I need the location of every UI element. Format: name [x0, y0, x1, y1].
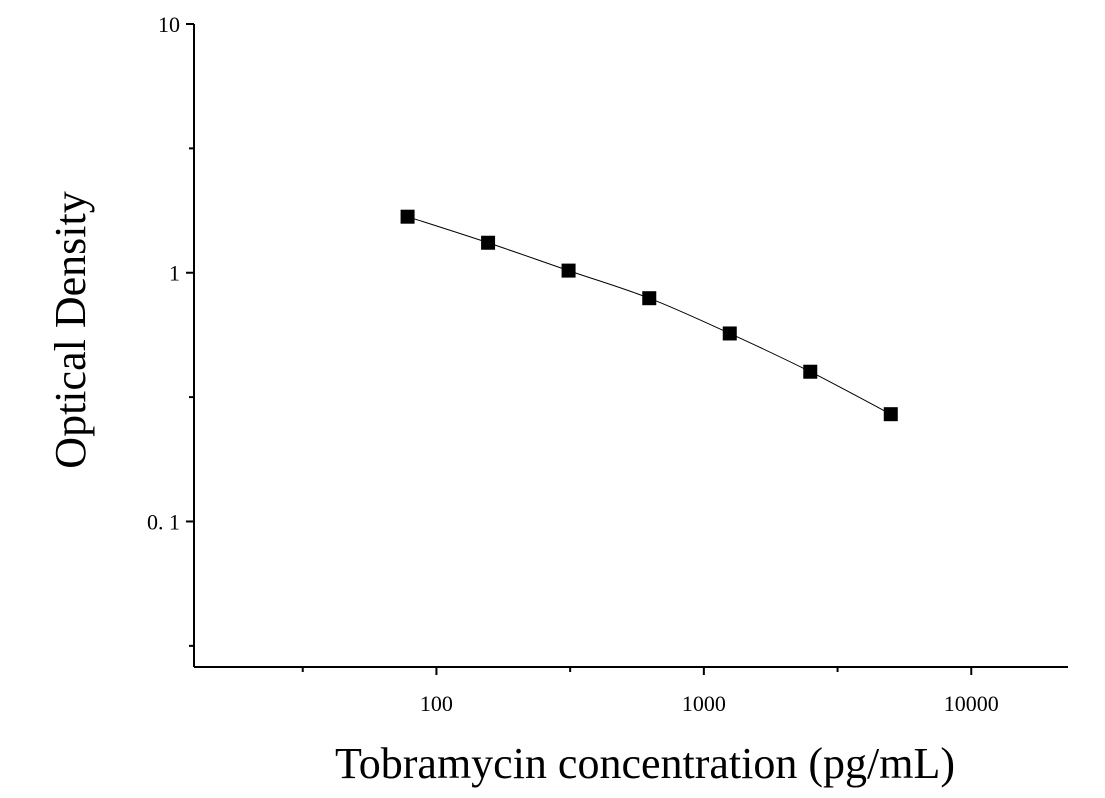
- fit-curve: [407, 216, 892, 415]
- x-ticks: 100 1000 10000: [301, 667, 999, 716]
- data-point: [481, 235, 496, 250]
- y-axis-title: Optical Density: [46, 191, 95, 468]
- data-point: [642, 291, 657, 306]
- x-tick-label: 100: [420, 691, 453, 716]
- y-tick-label: 1: [169, 261, 180, 286]
- y-ticks: 10 1 0. 1: [147, 12, 194, 647]
- data-point: [803, 364, 818, 379]
- x-tick-label: 1000: [682, 691, 726, 716]
- data-point: [883, 407, 898, 422]
- data-point: [561, 263, 576, 278]
- data-point: [400, 209, 415, 224]
- y-tick-label: 10: [158, 12, 180, 37]
- y-tick-label: 0. 1: [147, 509, 180, 534]
- x-tick-label: 10000: [944, 691, 999, 716]
- axes: 10 1 0. 1 100 1000 10000: [147, 12, 1068, 716]
- x-axis-title: Tobramycin concentration (pg/mL): [335, 739, 955, 788]
- data-point: [722, 326, 737, 341]
- plot-area: [400, 209, 898, 422]
